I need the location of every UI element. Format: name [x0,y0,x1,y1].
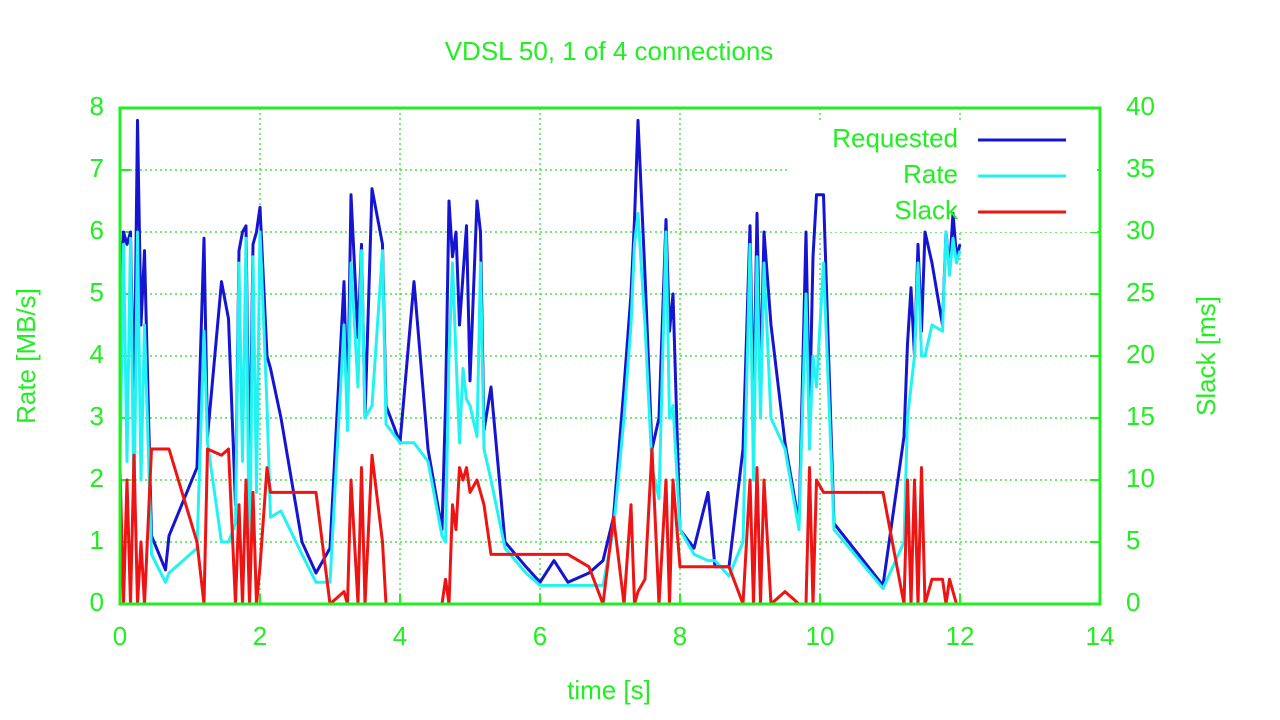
y-tick-label: 1 [90,525,104,555]
plot-border [118,106,1102,606]
x-tick-label: 14 [1086,621,1115,651]
series-line [118,118,962,587]
y2-tick-label: 35 [1126,153,1155,183]
x-tick-label: 4 [393,621,407,651]
chart-title: VDSL 50, 1 of 4 connections [445,36,774,66]
y-tick-label: 2 [90,463,104,493]
y-tick-label: 8 [90,91,104,121]
y-tick-label: 0 [90,587,104,617]
x-tick-label: 6 [533,621,547,651]
series-line [118,211,962,600]
y-axis-label: Rate [MB/s] [11,288,41,424]
y2-tick-label: 30 [1126,215,1155,245]
y-tick-label: 4 [90,339,104,369]
x-tick-label: 12 [946,621,975,651]
y2-tick-label: 10 [1126,463,1155,493]
y-tick-label: 7 [90,153,104,183]
y2-tick-label: 40 [1126,91,1155,121]
legend-label: Slack [894,195,959,225]
y2-tick-label: 0 [1126,587,1140,617]
legend-label: Requested [832,123,958,153]
y2-tick-label: 15 [1126,401,1155,431]
legend-label: Rate [903,159,958,189]
y2-tick-label: 25 [1126,277,1155,307]
y-tick-label: 5 [90,277,104,307]
y-tick-label: 6 [90,215,104,245]
series-line [118,447,960,606]
y-tick-label: 3 [90,401,104,431]
x-axis-label: time [s] [567,675,651,705]
x-tick-label: 0 [113,621,127,651]
x-tick-label: 2 [253,621,267,651]
y2-tick-label: 20 [1126,339,1155,369]
x-tick-label: 8 [673,621,687,651]
y2-axis-label: Slack [ms] [1191,296,1221,416]
y2-tick-label: 5 [1126,525,1140,555]
x-tick-label: 10 [806,621,835,651]
